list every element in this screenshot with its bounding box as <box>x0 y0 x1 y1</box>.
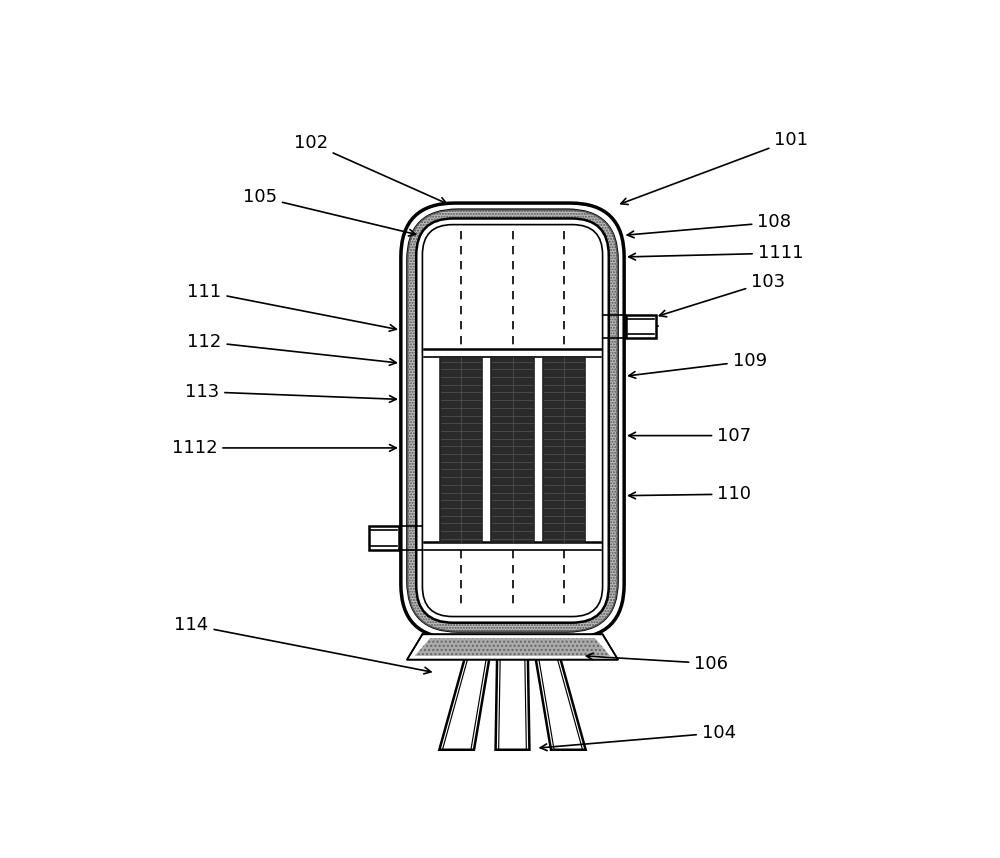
Bar <box>626 315 656 338</box>
Bar <box>369 527 399 550</box>
Polygon shape <box>536 658 586 750</box>
Text: 102: 102 <box>294 134 447 204</box>
Polygon shape <box>415 638 610 656</box>
Text: 113: 113 <box>185 383 396 402</box>
Text: 106: 106 <box>586 653 728 673</box>
Text: 101: 101 <box>621 131 808 204</box>
Text: 1111: 1111 <box>629 245 803 262</box>
Polygon shape <box>496 658 529 750</box>
Text: 111: 111 <box>187 282 396 331</box>
Text: 112: 112 <box>187 333 396 366</box>
Text: 105: 105 <box>243 188 416 236</box>
Text: 114: 114 <box>174 616 431 674</box>
Bar <box>440 357 482 542</box>
Text: 109: 109 <box>629 352 767 378</box>
Text: 107: 107 <box>629 426 751 444</box>
FancyBboxPatch shape <box>408 210 617 631</box>
Text: 1112: 1112 <box>172 439 396 457</box>
FancyBboxPatch shape <box>416 219 609 623</box>
FancyBboxPatch shape <box>408 210 617 631</box>
Polygon shape <box>439 658 489 750</box>
Text: 103: 103 <box>659 273 785 317</box>
Text: 108: 108 <box>627 214 791 238</box>
Bar <box>491 357 534 542</box>
Text: 110: 110 <box>629 485 751 503</box>
Polygon shape <box>407 634 618 660</box>
FancyBboxPatch shape <box>401 203 624 638</box>
Bar <box>543 357 585 542</box>
Text: 104: 104 <box>540 724 736 751</box>
FancyBboxPatch shape <box>407 209 618 632</box>
FancyBboxPatch shape <box>422 225 603 617</box>
